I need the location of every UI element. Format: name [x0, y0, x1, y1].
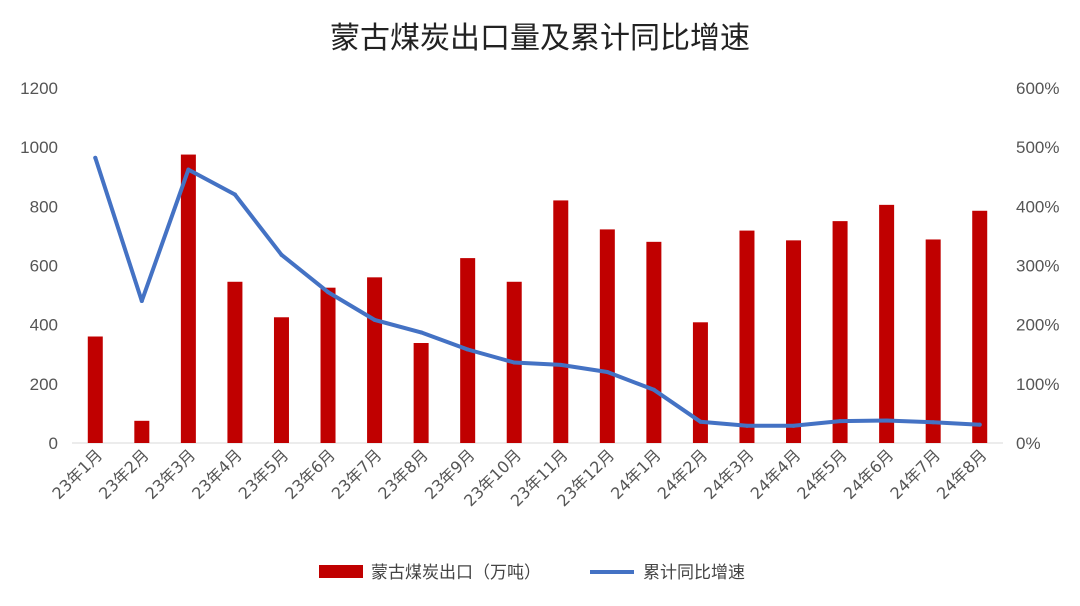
- right-axis-tick-label: 300%: [1016, 257, 1059, 276]
- line-point: [372, 317, 377, 322]
- legend-bar-swatch: [319, 565, 363, 578]
- bar: [786, 240, 802, 443]
- x-axis-tick-label: 24年2月: [654, 445, 712, 503]
- x-axis-tick-label: 24年6月: [840, 445, 898, 503]
- x-axis-tick-label: 23年1月: [48, 445, 106, 503]
- line-point: [791, 423, 796, 428]
- x-axis-tick-label: 23年6月: [281, 445, 339, 503]
- left-axis-tick-label: 600: [30, 257, 58, 276]
- right-axis-tick-label: 100%: [1016, 375, 1059, 394]
- left-axis-tick-label: 800: [30, 197, 58, 216]
- line-series: [93, 155, 982, 428]
- left-axis-tick-label: 400: [30, 316, 58, 335]
- legend-bar-label: 蒙古煤炭出口（万吨）: [371, 563, 541, 583]
- bar: [972, 210, 988, 443]
- bar-series: [87, 154, 988, 443]
- bar: [273, 317, 289, 443]
- x-axis-tick-label: 23年4月: [188, 445, 246, 503]
- x-axis-tick-label: 23年3月: [142, 445, 200, 503]
- line-point: [419, 330, 424, 335]
- bar: [879, 204, 895, 443]
- line-point: [698, 419, 703, 424]
- bar: [739, 230, 755, 443]
- line-point: [279, 252, 284, 257]
- bar: [925, 239, 941, 443]
- line-point: [465, 347, 470, 352]
- line-point: [186, 167, 191, 172]
- left-axis: 0 200 400 600 800 1000 1200: [20, 79, 58, 453]
- line-point: [884, 418, 889, 423]
- line-point: [512, 360, 517, 365]
- bar: [413, 343, 429, 443]
- x-axis-tick-label: 24年3月: [700, 445, 758, 503]
- line-point: [931, 420, 936, 425]
- x-axis: 23年1月23年2月23年3月23年4月23年5月23年6月23年7月23年8月…: [48, 445, 990, 510]
- line-point: [977, 422, 982, 427]
- bar: [87, 336, 103, 443]
- line-point: [744, 423, 749, 428]
- bar: [553, 200, 569, 443]
- bar: [227, 281, 243, 443]
- right-axis-tick-label: 0%: [1016, 434, 1041, 453]
- left-axis-tick-label: 0: [49, 434, 58, 453]
- bar: [832, 221, 848, 443]
- x-axis-tick-label: 23年7月: [328, 445, 386, 503]
- bar: [599, 229, 615, 443]
- left-axis-tick-label: 1000: [20, 138, 58, 157]
- line-point: [838, 419, 843, 424]
- legend-line-label: 累计同比增速: [643, 563, 745, 583]
- line-point: [93, 155, 98, 160]
- bar: [692, 322, 708, 443]
- x-axis-tick-label: 23年8月: [374, 445, 432, 503]
- bar: [367, 277, 383, 443]
- left-axis-tick-label: 1200: [20, 79, 58, 98]
- bar: [320, 287, 336, 443]
- legend: 蒙古煤炭出口（万吨） 累计同比增速: [319, 563, 745, 583]
- x-axis-tick-label: 24年4月: [747, 445, 805, 503]
- line-path: [93, 155, 982, 428]
- left-axis-tick-label: 200: [30, 375, 58, 394]
- x-axis-tick-label: 24年8月: [933, 445, 991, 503]
- right-axis-tick-label: 400%: [1016, 197, 1059, 216]
- x-axis-tick-label: 23年2月: [95, 445, 153, 503]
- line-point: [139, 299, 144, 303]
- bar: [646, 241, 662, 443]
- bar: [180, 154, 196, 443]
- right-axis-tick-label: 500%: [1016, 138, 1059, 157]
- bar: [134, 420, 150, 443]
- chart-title: 蒙古煤炭出口量及累计同比增速: [330, 21, 750, 56]
- line-point: [605, 370, 610, 374]
- line-point: [232, 192, 237, 197]
- x-axis-tick-label: 24年1月: [607, 445, 665, 503]
- x-axis-tick-label: 24年7月: [886, 445, 944, 503]
- x-axis-tick-label: 23年5月: [235, 445, 293, 503]
- right-axis: 0% 100% 200% 300% 400% 500% 600%: [1016, 79, 1059, 453]
- line-point: [651, 387, 656, 392]
- line-point: [558, 362, 563, 367]
- right-axis-tick-label: 600%: [1016, 79, 1059, 98]
- line-point: [326, 290, 331, 295]
- x-axis-tick-label: 24年5月: [793, 445, 851, 503]
- right-axis-tick-label: 200%: [1016, 316, 1059, 335]
